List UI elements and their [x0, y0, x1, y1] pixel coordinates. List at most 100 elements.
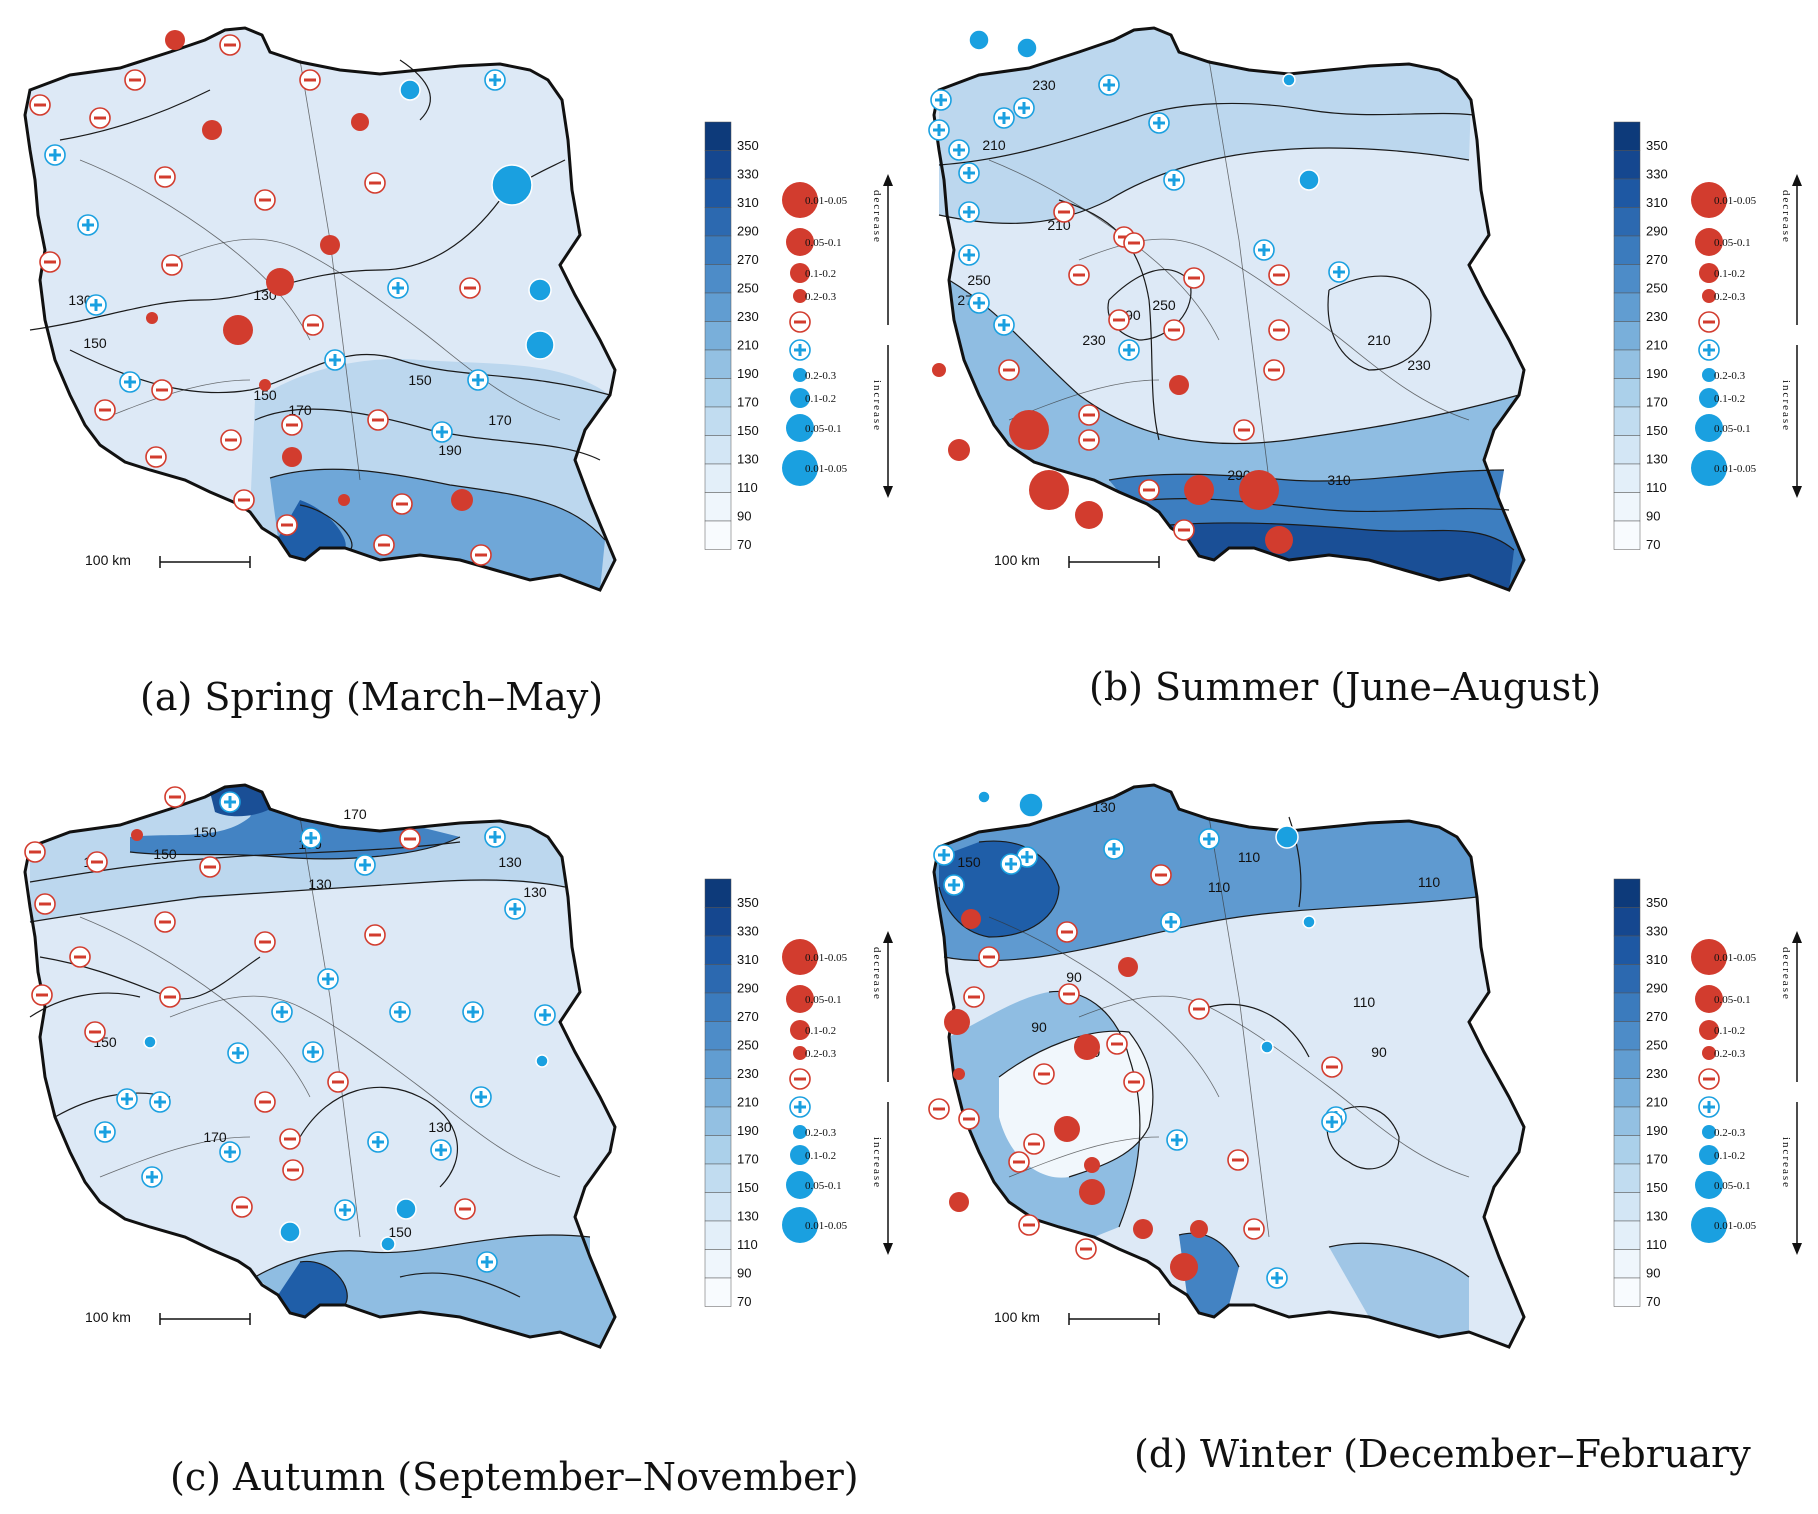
colorbar-cell-b-1 — [1613, 150, 1641, 180]
legend-decrease-marker-c-3 — [793, 1046, 807, 1060]
station-increase-c-37 — [367, 1131, 389, 1153]
legend-decrease-marker-c-0 — [782, 939, 818, 975]
legend-increase-marker-d-1 — [1699, 1145, 1719, 1165]
station-decrease-significant-d-41 — [1190, 1220, 1208, 1238]
station-decrease-significant-a-40 — [338, 494, 350, 506]
station-decrease-c-9 — [199, 856, 221, 878]
station-increase-significant-a-4 — [399, 79, 421, 101]
isoline-c-7 — [254, 1234, 591, 1278]
station-increase-b-7 — [928, 119, 950, 141]
colorbar-cell-a-0 — [704, 121, 732, 151]
colorbar-cell-b-11 — [1613, 435, 1641, 465]
colorbar-cell-c-4 — [704, 992, 732, 1022]
map-zone-d-5 — [1329, 1243, 1469, 1337]
isoline-label-c-7: 130 — [498, 854, 522, 870]
colorbar-cell-c-11 — [704, 1192, 732, 1222]
station-increase-b-16 — [958, 244, 980, 266]
colorbar-tick-b-11: 130 — [1646, 452, 1668, 467]
river-c-2 — [79, 916, 311, 1098]
legend-increase-title-a: increase — [871, 380, 883, 432]
colorbar-cell-a-2 — [704, 178, 732, 208]
station-decrease-a-46 — [470, 544, 492, 566]
colorbar-tick-d-13: 90 — [1646, 1266, 1660, 1281]
legend-increase-label-b-2: 0.05-0.1 — [1714, 423, 1751, 435]
station-increase-b-2 — [930, 89, 952, 111]
legend-decrease-title-a: decrease — [871, 190, 883, 244]
isoline-b-0 — [938, 147, 1470, 225]
isoline-label-b-0: 210 — [982, 137, 1006, 153]
station-decrease-significant-a-24 — [146, 312, 158, 324]
country-border-b — [932, 26, 1526, 592]
caption-summer: (b) Summer (June–August) — [1089, 665, 1602, 709]
station-decrease-b-24 — [1108, 309, 1130, 331]
station-decrease-b-14 — [1053, 201, 1075, 223]
station-decrease-significant-d-25 — [953, 1068, 965, 1080]
station-decrease-significant-d-44 — [1170, 1253, 1198, 1281]
colorbar-cell-c-6 — [704, 1049, 732, 1079]
station-increase-c-31 — [94, 1121, 116, 1143]
colorbar-cell-b-12 — [1613, 463, 1641, 493]
station-decrease-significant-a-19 — [266, 268, 294, 296]
station-decrease-c-7 — [86, 851, 108, 873]
station-decrease-a-21 — [459, 277, 481, 299]
map-zone-c-4 — [278, 1261, 348, 1317]
legend-decrease-label-a-3: 0.2-0.3 — [805, 291, 837, 303]
isoline-c-0 — [29, 879, 566, 923]
station-decrease-d-39 — [1018, 1214, 1040, 1236]
river-d-3 — [1008, 1136, 1160, 1178]
legend-increase-marker-b-1 — [1699, 388, 1719, 408]
station-decrease-a-11 — [154, 166, 176, 188]
legend-decrease-marker-b-3 — [1702, 289, 1716, 303]
colorbar-tick-b-0: 350 — [1646, 138, 1668, 153]
station-decrease-significant-a-25 — [223, 315, 253, 345]
isoline-label-b-7: 210 — [1367, 332, 1391, 348]
station-decrease-a-2 — [124, 69, 146, 91]
colorbar-tick-c-7: 210 — [737, 1095, 759, 1110]
station-decrease-c-32 — [254, 1091, 276, 1113]
legend-increase-marker-b-2 — [1695, 414, 1723, 442]
station-increase-b-5 — [1148, 112, 1170, 134]
isoline-a-6 — [399, 59, 431, 121]
station-increase-d-8 — [1000, 853, 1022, 875]
panel-winter: 150 130 110 110 90 90 110 90 110 110 100 km 350 330 3… — [909, 757, 1818, 1514]
station-increase-significant-d-21 — [1260, 1040, 1274, 1054]
colorbar-tick-a-4: 270 — [737, 252, 759, 267]
isoline-label-d-1: 130 — [1092, 799, 1116, 815]
legend-decrease-symbol-d — [1698, 1068, 1720, 1090]
isoline-b-3 — [1108, 469, 1505, 482]
colorbar-cell-a-3 — [704, 207, 732, 237]
isoline-label-c-10: 150 — [388, 1224, 412, 1240]
colorbar-cell-a-11 — [704, 435, 732, 465]
panel-summer: 210 230 250 270 290 310 190 210 230 250 210 230 100 … — [909, 0, 1818, 757]
station-decrease-significant-a-9 — [351, 113, 369, 131]
station-decrease-c-28 — [327, 1071, 349, 1093]
legend-increase-label-c-2: 0.05-0.1 — [805, 1180, 842, 1192]
station-decrease-a-43 — [391, 493, 413, 515]
colorbar-cell-c-10 — [704, 1163, 732, 1193]
legend-decrease-label-c-0: 0.01-0.05 — [805, 952, 848, 964]
colorbar-cell-d-2 — [1613, 935, 1641, 965]
station-increase-significant-c-23 — [143, 1035, 157, 1049]
legend-increase-label-b-0: 0.2-0.3 — [1714, 370, 1746, 382]
station-increase-d-4 — [1016, 846, 1038, 868]
country-border-c — [23, 783, 617, 1349]
station-increase-d-2 — [933, 844, 955, 866]
station-increase-d-33 — [1166, 1129, 1188, 1151]
isoline-d-5 — [1328, 1242, 1470, 1278]
station-decrease-significant-d-19 — [1074, 1034, 1100, 1060]
legend-decrease-marker-c-1 — [786, 985, 814, 1013]
legend-decrease-marker-d-3 — [1702, 1046, 1716, 1060]
station-increase-b-8 — [1013, 97, 1035, 119]
legend-decrease-marker-c-2 — [790, 1020, 810, 1040]
colorbar-tick-b-4: 270 — [1646, 252, 1668, 267]
station-increase-c-18 — [317, 968, 339, 990]
legend-decrease-marker-a-0 — [782, 182, 818, 218]
colorbar-tick-d-12: 110 — [1646, 1237, 1667, 1252]
isoline-d-4 — [1326, 1106, 1400, 1170]
station-decrease-d-14 — [978, 946, 1000, 968]
legend-decrease-label-a-0: 0.01-0.05 — [805, 195, 848, 207]
colorbar-tick-d-4: 270 — [1646, 1009, 1668, 1024]
legend-decrease-title-d: decrease — [1780, 947, 1792, 1001]
river-c-1 — [299, 816, 361, 1238]
legend-increase-marker-a-2 — [786, 414, 814, 442]
